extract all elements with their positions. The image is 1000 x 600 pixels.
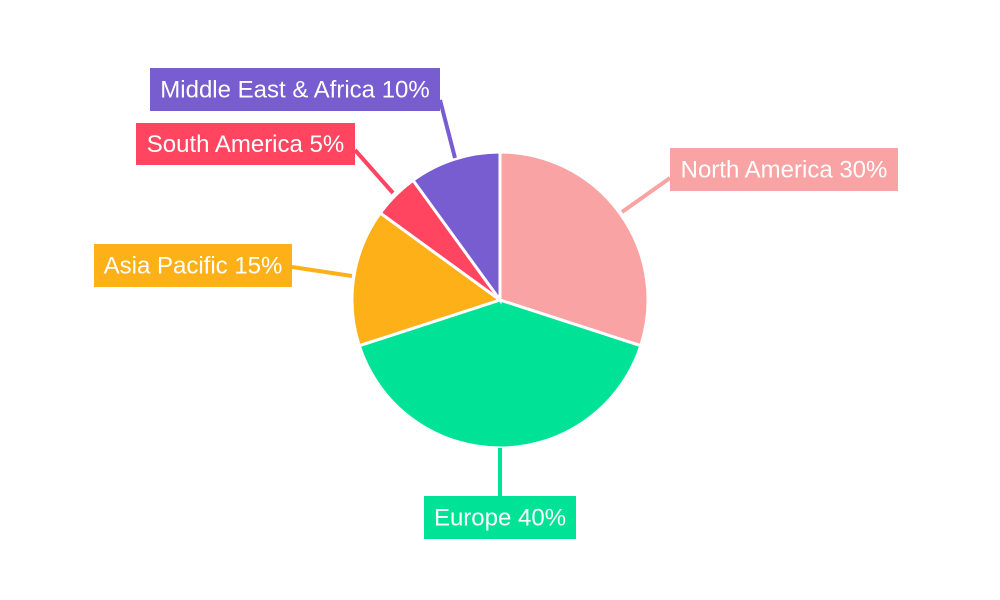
data-label: Asia Pacific 15% bbox=[104, 253, 283, 280]
labels: North America 30% Europe 40% Asia Pacific … bbox=[94, 68, 898, 539]
leader-line bbox=[620, 176, 672, 214]
leader-line bbox=[353, 148, 395, 195]
data-label-box bbox=[670, 148, 898, 191]
data-label-box bbox=[424, 496, 576, 539]
data-label: South America 5% bbox=[147, 131, 344, 158]
data-label-box bbox=[136, 123, 355, 165]
pie-slice-middle-east-africa[interactable] bbox=[410, 150, 502, 305]
data-label-box bbox=[150, 68, 440, 111]
data-label: Europe 40% bbox=[434, 505, 566, 532]
slices bbox=[350, 150, 650, 450]
pie-slice-north-america[interactable] bbox=[498, 150, 650, 348]
data-label-box bbox=[94, 244, 292, 287]
pie-slice-asia-pacific[interactable] bbox=[350, 210, 504, 348]
pie-slice-europe[interactable] bbox=[357, 298, 643, 450]
leader-line bbox=[291, 265, 353, 278]
data-label: Middle East & Africa 10% bbox=[160, 77, 429, 104]
leader-line bbox=[438, 99, 457, 159]
data-label: North America 30% bbox=[681, 157, 888, 184]
